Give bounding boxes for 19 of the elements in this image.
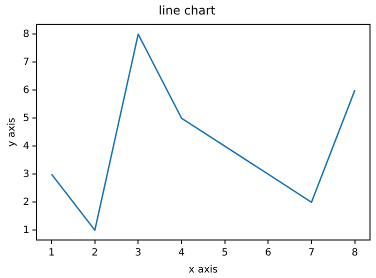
x-axis-title: x axis (188, 264, 218, 276)
y-tick-label: 1 (22, 224, 30, 236)
x-tick-label: 5 (222, 248, 228, 259)
x-tick-label: 7 (308, 248, 315, 259)
y-tick-label: 2 (22, 196, 30, 208)
x-tick-label: 8 (352, 248, 358, 259)
y-tick-label: 6 (22, 84, 30, 96)
y-tick-label: 7 (22, 56, 30, 68)
chart-title: line chart (158, 3, 216, 18)
x-tick-label: 3 (135, 248, 142, 259)
x-tick-label: 2 (92, 248, 98, 259)
x-tick-label: 6 (264, 248, 272, 259)
x-tick-label: 4 (178, 248, 185, 259)
y-tick-label: 4 (22, 140, 30, 152)
y-axis-title: y axis (6, 118, 18, 147)
y-tick-label: 5 (22, 112, 30, 124)
y-tick-label: 8 (22, 28, 30, 40)
y-tick-label: 3 (22, 168, 30, 180)
x-tick-label: 1 (48, 248, 55, 259)
